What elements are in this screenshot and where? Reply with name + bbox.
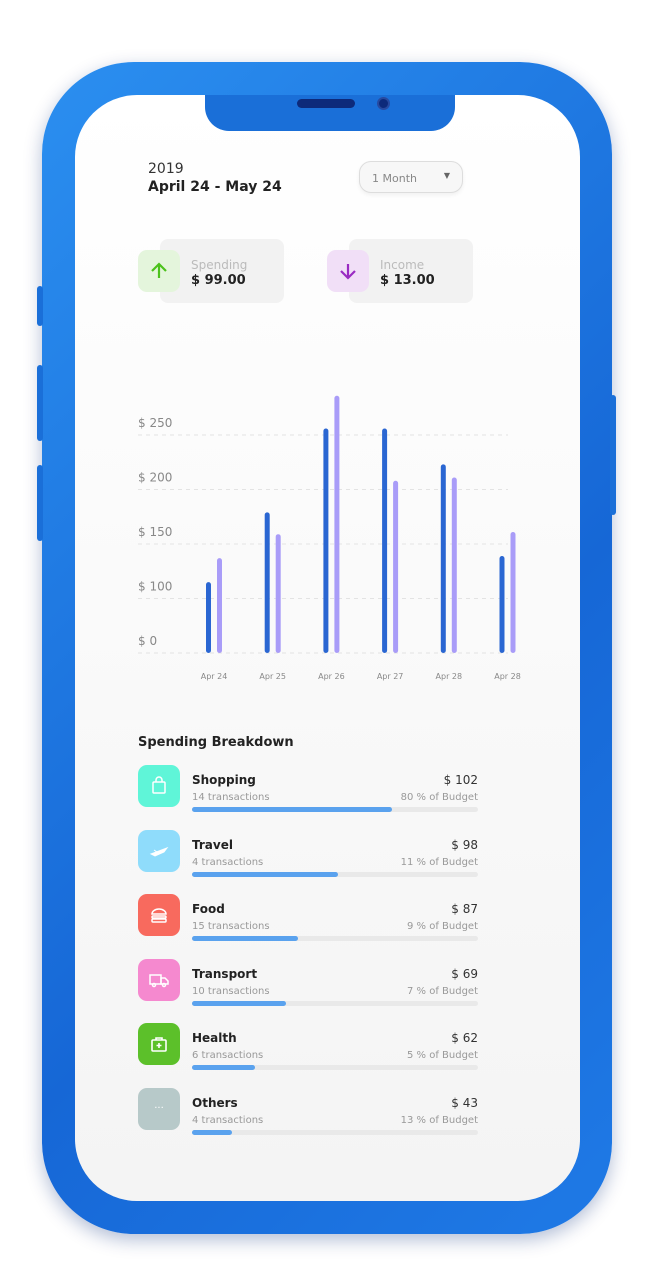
period-dropdown[interactable]: 1 Month ▼ [359,161,463,193]
y-tick-label: $ 0 [138,634,157,648]
y-tick-label: $ 200 [138,471,172,485]
more-icon: ··· [138,1087,180,1130]
bar-dark[interactable] [323,428,329,653]
progress-bar [192,807,478,812]
bar-dark[interactable] [206,582,211,653]
transaction-count: 10 transactions [192,985,270,997]
category-name: Food [192,902,225,916]
notch [205,95,455,131]
category-amount: $ 69 [451,966,478,981]
x-tick-label: Apr 28 [436,672,463,681]
speaker [297,99,355,108]
summary-label: Income [380,258,425,272]
power-button [610,395,616,515]
budget-percent: 7 % of Budget [406,985,478,997]
category-amount: $ 87 [451,902,478,916]
bar-light[interactable] [217,558,222,653]
progress-bar [192,871,478,877]
summary-card-income[interactable] [349,239,473,303]
progress-fill [192,1065,255,1070]
category-amount: $ 98 [451,837,478,852]
bar-light[interactable] [393,480,399,653]
first-aid-kit-icon [138,1023,180,1065]
category-name: Shopping [192,773,256,787]
progress-fill [192,871,338,877]
transaction-count: 15 transactions [192,921,270,932]
airplane-icon [138,829,180,872]
volume-up-button [37,365,43,441]
y-tick-label: $ 250 [138,416,172,430]
progress-fill [192,807,393,812]
progress-bar [192,936,478,941]
summary-label: Spending [191,258,248,272]
breakdown-title: Spending Breakdown [138,735,294,750]
budget-percent: 13 % of Budget [400,1114,478,1126]
summary-card-spending[interactable] [160,239,284,303]
progress-fill [192,936,298,941]
arrow-down-icon [327,250,369,292]
category-name: Transport [192,966,258,981]
category-name: Others [192,1095,238,1110]
progress-bar [192,1000,478,1006]
progress-bar [192,1065,478,1070]
budget-percent: 9 % of Budget [406,921,478,932]
summary-value: $ 13.00 [380,273,435,288]
x-tick-label: Apr 25 [259,672,286,681]
bar-dark[interactable] [440,464,446,653]
category-amount: $ 102 [443,773,478,787]
x-tick-label: Apr 28 [494,672,521,681]
caret-down-icon: ▼ [443,171,450,180]
year-label: 2019 [148,161,184,177]
shopping-bag-icon [138,765,180,807]
category-amount: $ 43 [451,1095,478,1110]
budget-percent: 5 % of Budget [406,1050,478,1061]
bar-light[interactable] [451,477,457,653]
budget-percent: 11 % of Budget [400,856,478,868]
transaction-count: 14 transactions [192,792,270,803]
summary-value: $ 99.00 [191,273,246,288]
progress-fill [192,1129,233,1135]
bar-dark[interactable] [264,512,270,653]
progress-bar [192,1129,478,1135]
period-value: 1 Month [372,172,417,185]
y-tick-label: $ 100 [138,580,172,594]
screen: 2019 April 24 - May 24 1 Month ▼ Spendin… [75,95,580,1201]
volume-down-button [37,465,43,541]
transaction-count: 6 transactions [192,1050,264,1061]
bar-light[interactable] [275,534,281,653]
y-tick-label: $ 150 [138,525,172,539]
budget-percent: 80 % of Budget [400,792,478,803]
x-tick-label: Apr 24 [201,672,228,681]
category-name: Travel [192,837,233,852]
burger-icon [138,894,180,936]
bar-light[interactable] [334,395,340,653]
category-row-travel[interactable]: Travel 4 transactions $ 98 11 % of Budge… [138,829,478,877]
arrow-up-icon [138,250,180,292]
bar-light[interactable] [510,532,516,653]
category-name: Health [192,1031,237,1045]
date-range: April 24 - May 24 [148,179,282,195]
transaction-count: 4 transactions [192,856,264,868]
camera [377,97,390,110]
x-tick-label: Apr 27 [377,672,404,681]
category-row-others[interactable]: ··· Others 4 transactions $ 43 13 % of B… [138,1087,478,1135]
category-row-food[interactable]: Food 15 transactions $ 87 9 % of Budget [138,894,478,941]
bar-chart: $ 0 $ 100 $ 150 $ 200 $ 250 Apr 24 Apr 25 Apr 2… [138,395,521,681]
bar-dark[interactable] [382,428,388,653]
progress-fill [192,1000,287,1006]
category-amount: $ 62 [451,1031,478,1045]
category-row-shopping[interactable]: Shopping 14 transactions $ 102 80 % of B… [138,765,478,812]
transaction-count: 4 transactions [192,1114,264,1126]
x-tick-label: Apr 26 [318,672,345,681]
bar-dark[interactable] [499,555,505,653]
truck-icon [138,958,180,1001]
category-row-health[interactable]: Health 6 transactions $ 62 5 % of Budget [138,1023,478,1070]
category-row-transport[interactable]: Transport 10 transactions $ 69 7 % of Bu… [138,958,478,1006]
mute-switch [37,286,43,326]
